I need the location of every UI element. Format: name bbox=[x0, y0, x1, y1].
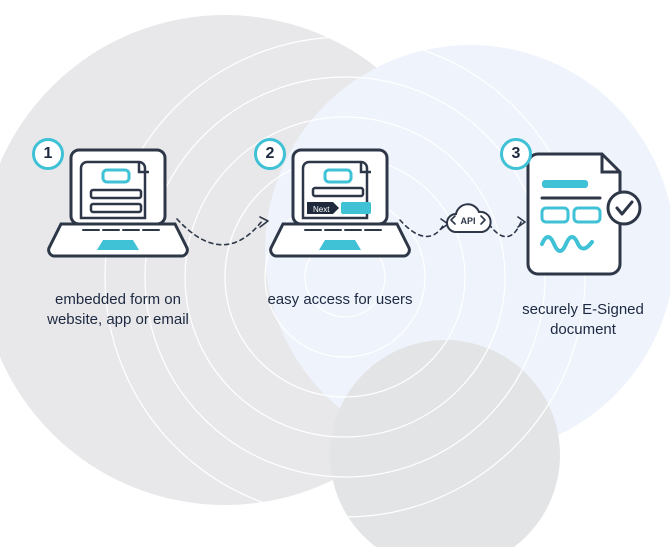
signed-document-icon bbox=[518, 142, 648, 282]
step-badge-3: 3 bbox=[500, 138, 532, 170]
step-3: 3 securely E-Signed document bbox=[508, 142, 658, 341]
dashed-arrow-1 bbox=[175, 215, 270, 255]
step-number: 3 bbox=[512, 145, 521, 163]
step-badge-1: 1 bbox=[32, 138, 64, 170]
laptop-next-icon: Next bbox=[265, 142, 415, 272]
step-number: 1 bbox=[44, 145, 53, 163]
step-caption: easy access for users bbox=[267, 290, 412, 310]
svg-text:Next: Next bbox=[313, 205, 330, 214]
laptop-form-icon bbox=[43, 142, 193, 272]
svg-text:API: API bbox=[460, 216, 475, 226]
step-number: 2 bbox=[266, 145, 275, 163]
api-cloud-icon: API bbox=[442, 202, 494, 242]
step-badge-2: 2 bbox=[254, 138, 286, 170]
step-caption: securely E-Signed document bbox=[508, 300, 658, 341]
step-caption: embedded form on website, app or email bbox=[33, 290, 203, 331]
